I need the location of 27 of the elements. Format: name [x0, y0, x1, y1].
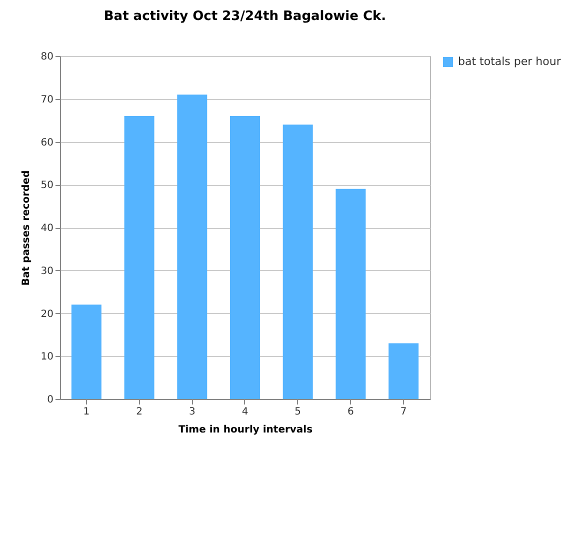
y-tick-label: 40 [40, 223, 54, 234]
y-tick-label: 80 [40, 52, 54, 62]
x-axis-title: Time in hourly intervals [178, 424, 313, 436]
bar [230, 116, 260, 399]
y-tick-label: 20 [40, 308, 54, 320]
bar [71, 304, 102, 399]
y-tick-label: 60 [40, 137, 54, 148]
y-axis-title: Bat passes recorded [20, 170, 32, 286]
y-tick-label: 70 [40, 94, 54, 106]
legend-label: bat totals per hour [458, 55, 562, 68]
y-tick-label: 0 [47, 394, 54, 406]
y-tick-label: 30 [40, 266, 54, 277]
x-tick-label: 1 [83, 406, 90, 418]
x-tick-label: 7 [400, 406, 407, 418]
x-tick-label: 4 [242, 406, 248, 418]
bar [336, 188, 366, 399]
x-tick-label: 6 [348, 406, 354, 418]
x-tick-label: 3 [188, 406, 196, 418]
bar [124, 116, 154, 399]
x-tick-label: 2 [136, 406, 142, 418]
x-tick-label: 5 [294, 406, 302, 418]
bar [388, 343, 419, 399]
bar [282, 124, 313, 399]
y-tick-label: 10 [40, 352, 54, 363]
chart-title: Bat activity Oct 23/24th Bagalowie Ck. [104, 9, 386, 24]
y-tick-label: 50 [40, 180, 54, 192]
bar [177, 94, 208, 399]
